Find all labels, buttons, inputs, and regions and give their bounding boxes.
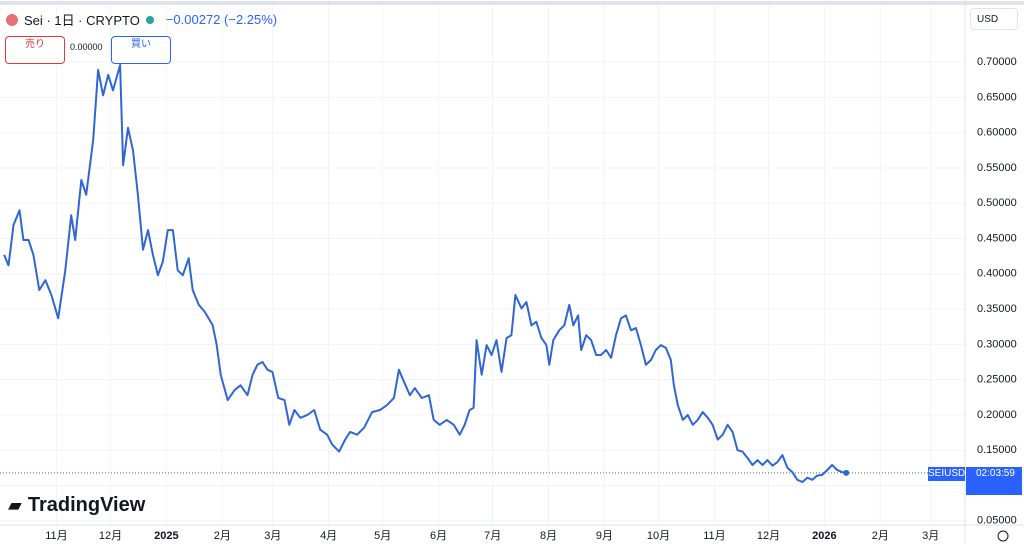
x-tick-label: 11月	[45, 530, 67, 542]
buy-button[interactable]: 買い	[111, 36, 171, 64]
x-tick-label: 8月	[540, 530, 557, 542]
y-tick-label: 0.55000	[977, 162, 1017, 174]
countdown: 02:03:59	[976, 468, 1015, 479]
x-tick-label: 5月	[374, 530, 391, 542]
y-tick-label: 0.25000	[977, 374, 1017, 386]
y-tick-label: 0.40000	[977, 268, 1017, 280]
market-status	[145, 15, 154, 24]
price-change: −0.00272 (−2.25%)	[165, 12, 278, 27]
y-tick-label: 0.15000	[977, 444, 1017, 456]
x-tick-label: 2月	[872, 530, 889, 542]
header: Sei · 1日 · CRYPTO −0.00272 (−2.25%)	[6, 10, 277, 29]
y-tick-label: 0.65000	[977, 91, 1017, 103]
currency-select[interactable]: USD	[970, 8, 1018, 30]
brand-logo: ▰	[8, 495, 22, 515]
y-tick-label: 0.70000	[977, 56, 1017, 68]
x-tick-label: 7月	[484, 530, 501, 542]
y-tick-label: 0.45000	[977, 232, 1017, 244]
x-tick-label: 6月	[430, 530, 447, 542]
x-tick-label: 9月	[596, 530, 613, 542]
x-tick-label: 4月	[320, 530, 337, 542]
sell-button[interactable]: 売り	[5, 36, 65, 64]
brand-name: TradingView	[27, 494, 146, 516]
last-point	[843, 469, 850, 476]
sell-label: 売り	[25, 39, 45, 50]
y-tick-label: 0.30000	[977, 338, 1017, 350]
x-tick-label: 12月	[757, 530, 780, 542]
x-tick-label: 11月	[703, 530, 725, 542]
x-tick-label: 12月	[99, 530, 122, 542]
x-tick-label: 3月	[922, 530, 939, 542]
x-tick-label: 3月	[264, 530, 281, 542]
symbol-title: Sei · 1日 · CRYPTO	[24, 13, 140, 28]
y-tick-label: 0.60000	[977, 127, 1017, 139]
brand: ▰ TradingView	[8, 494, 145, 517]
settings-icon[interactable]	[997, 530, 1009, 542]
price-tag: 02:03:59	[966, 467, 1022, 495]
x-tick-label: 2026	[812, 530, 836, 542]
y-tick-label: 0.05000	[977, 515, 1017, 527]
y-tick-label: 0.20000	[977, 409, 1017, 421]
x-tick-label: 10月	[647, 530, 670, 542]
buy-label: 買い	[131, 39, 151, 50]
symbol-tag: SEIUSD	[928, 467, 966, 481]
x-tick-label: 2025	[154, 530, 178, 542]
symbol-icon	[6, 13, 18, 26]
x-tick-label: 2月	[214, 530, 231, 542]
y-tick-label: 0.50000	[977, 197, 1017, 209]
spread: 0.00000	[70, 42, 103, 52]
y-tick-label: 0.35000	[977, 303, 1017, 315]
price-line	[3, 64, 847, 483]
